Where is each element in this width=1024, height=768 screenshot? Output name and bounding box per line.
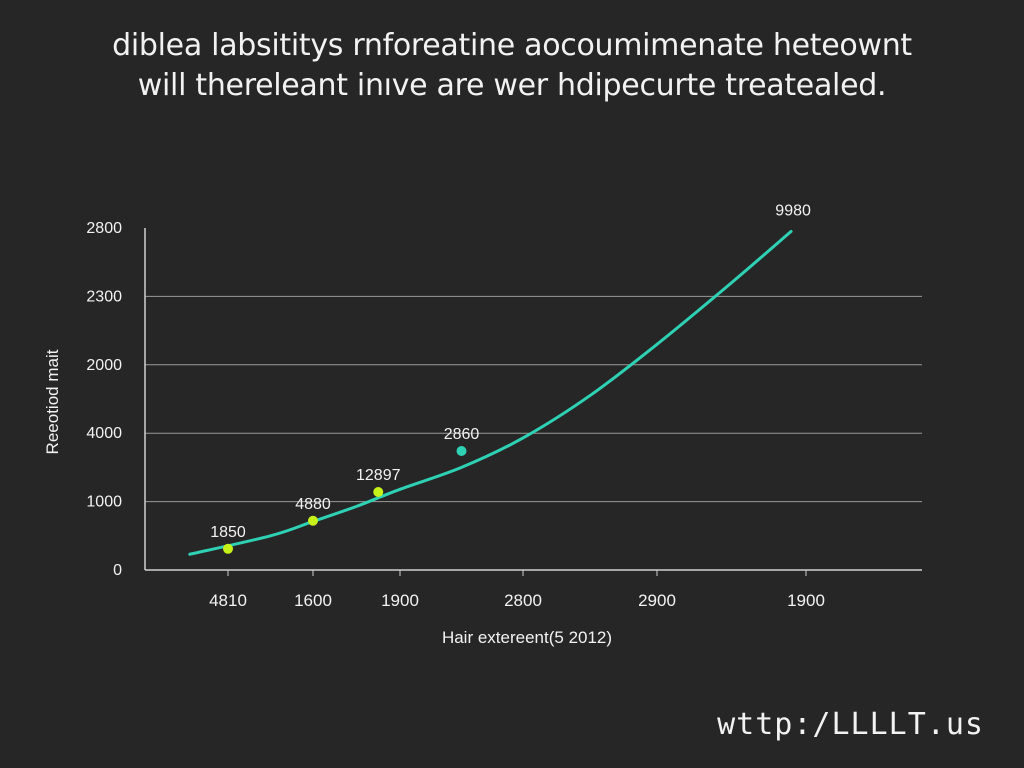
y-axis-label: Reeotiod mait [43,349,62,454]
chart-title-line-2: will thereleant inıve are wer hdipecurte… [137,68,887,103]
x-tick-label: 2800 [504,591,542,610]
data-label: 4880 [295,496,331,513]
y-tick-label: 0 [113,562,122,579]
data-label: 2860 [444,426,480,443]
data-label: 12897 [356,467,401,484]
data-point [373,487,384,498]
x-tick-label: 1900 [787,591,825,610]
data-label: 1850 [210,524,246,541]
y-tick-label: 2800 [86,220,122,237]
x-tick-label: 1600 [294,591,332,610]
chart-title: diblea labsitity​s rnforeatine aocoumime… [0,26,1024,106]
data-point [223,543,233,554]
x-tick-label: 2900 [638,591,676,610]
data-point [456,445,467,456]
y-tick-label: 2300 [86,288,122,305]
x-tick-label: 1900 [381,591,419,610]
y-tick-label: 1000 [86,494,122,511]
watermark: wttp:/LLLLT.us [717,707,984,742]
series-line [188,229,793,556]
y-tick-label: 2000 [86,357,122,374]
y-tick-label: 4000 [86,425,122,442]
x-axis-label: Hair extereent(5 2012) [442,628,612,647]
x-tick-label: 4810 [209,591,247,610]
end-data-label: 9980 [775,202,811,219]
chart-title-line-1: diblea labsitity​s rnforeatine aocoumime… [112,28,912,63]
data-point [308,515,318,526]
